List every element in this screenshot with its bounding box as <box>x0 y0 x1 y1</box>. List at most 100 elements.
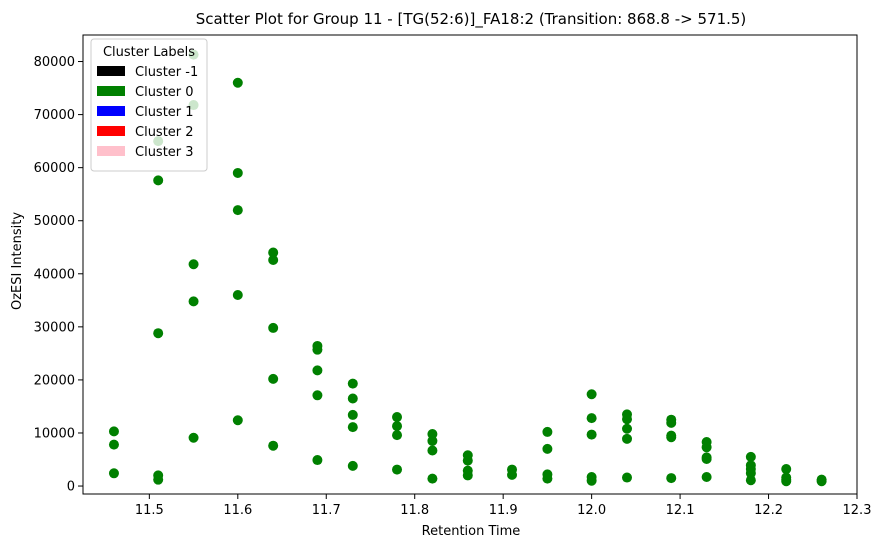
data-point <box>427 445 438 456</box>
y-tick-label: 10000 <box>34 426 75 441</box>
plot-area-frame <box>82 34 858 495</box>
data-point <box>392 421 403 432</box>
y-tick-label: 70000 <box>34 108 75 123</box>
data-point <box>427 429 438 440</box>
legend-entries: Cluster -1 Cluster 0 Cluster 1 Cluster 2 Clu… <box>97 65 198 160</box>
data-point <box>666 417 677 428</box>
legend-swatch <box>97 146 125 156</box>
x-tick-label: 11.7 <box>312 503 341 518</box>
data-point <box>586 389 597 400</box>
data-point <box>312 390 323 401</box>
legend-swatch <box>97 66 125 76</box>
data-point <box>622 472 633 483</box>
data-point <box>781 476 792 487</box>
data-point <box>542 473 553 484</box>
data-point <box>108 426 119 437</box>
data-point <box>188 259 199 270</box>
data-point <box>188 296 199 307</box>
data-point <box>312 455 323 466</box>
data-point <box>816 476 827 487</box>
data-point <box>232 167 243 178</box>
data-point <box>232 205 243 216</box>
y-tick-label: 30000 <box>34 320 75 335</box>
data-point <box>392 412 403 423</box>
data-point <box>347 460 358 471</box>
y-tick-label: 80000 <box>34 55 75 70</box>
data-point <box>542 443 553 454</box>
data-point <box>347 393 358 404</box>
data-point <box>108 439 119 450</box>
data-point <box>268 254 279 265</box>
data-point <box>586 475 597 486</box>
data-point <box>153 328 164 339</box>
legend-swatch <box>97 126 125 136</box>
x-tick-label: 11.5 <box>135 503 164 518</box>
data-point <box>232 77 243 88</box>
x-tick-label: 11.8 <box>400 503 429 518</box>
data-point <box>586 413 597 424</box>
x-tick-label: 12.2 <box>754 503 783 518</box>
data-point <box>781 464 792 475</box>
points-layer <box>108 49 827 487</box>
data-point <box>312 344 323 355</box>
data-point <box>745 468 756 479</box>
y-axis-label: OzESI Intensity <box>10 212 25 310</box>
y-axis-ticks: 0 10000 20000 30000 40000 50000 60000 70000 8000… <box>34 55 83 495</box>
y-tick-label: 20000 <box>34 373 75 388</box>
data-point <box>312 365 323 376</box>
data-point <box>268 440 279 451</box>
data-point <box>268 247 279 258</box>
x-axis-ticks: 11.5 11.6 11.7 11.8 11.9 12.0 12.1 12.2 12.3 <box>135 494 872 518</box>
data-point <box>232 290 243 301</box>
data-point <box>622 433 633 444</box>
data-point <box>392 464 403 475</box>
data-point <box>268 373 279 384</box>
legend-swatch <box>97 106 125 116</box>
data-point <box>507 469 518 480</box>
data-point <box>701 472 712 483</box>
data-point <box>622 414 633 425</box>
data-point <box>108 468 119 479</box>
legend-label: Cluster -1 <box>135 65 198 80</box>
data-point <box>622 423 633 434</box>
x-axis-label: Retention Time <box>422 524 521 539</box>
data-point <box>427 473 438 484</box>
y-tick-label: 0 <box>67 480 75 495</box>
data-point <box>347 409 358 420</box>
data-point <box>586 429 597 440</box>
legend-label: Cluster 2 <box>135 125 194 140</box>
data-point <box>188 432 199 443</box>
x-tick-label: 11.9 <box>489 503 518 518</box>
data-point <box>666 432 677 443</box>
data-point <box>232 415 243 426</box>
data-point <box>153 474 164 485</box>
legend-label: Cluster 1 <box>135 105 194 120</box>
x-tick-label: 12.0 <box>577 503 606 518</box>
data-point <box>701 453 712 464</box>
data-point <box>268 322 279 333</box>
data-point <box>153 175 164 186</box>
legend-swatch <box>97 86 125 96</box>
y-tick-label: 60000 <box>34 161 75 176</box>
x-tick-label: 12.3 <box>843 503 872 518</box>
data-point <box>427 435 438 446</box>
legend-title: Cluster Labels <box>103 45 195 60</box>
data-point <box>745 475 756 486</box>
data-point <box>462 470 473 481</box>
x-tick-label: 12.1 <box>666 503 695 518</box>
x-tick-label: 11.6 <box>223 503 252 518</box>
data-point <box>462 455 473 466</box>
data-point <box>392 430 403 441</box>
y-tick-label: 40000 <box>34 267 75 282</box>
legend-label: Cluster 3 <box>135 145 194 160</box>
data-point <box>347 378 358 389</box>
data-point <box>745 451 756 462</box>
chart-title: Scatter Plot for Group 11 - [TG(52:6)]_F… <box>196 10 747 29</box>
data-point <box>542 426 553 437</box>
y-tick-label: 50000 <box>34 214 75 229</box>
legend-label: Cluster 0 <box>135 85 194 100</box>
data-point <box>347 422 358 433</box>
